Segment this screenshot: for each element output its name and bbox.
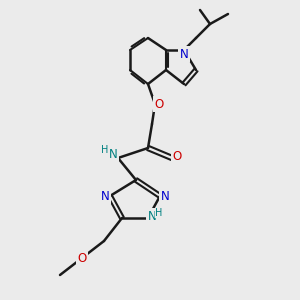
Text: N: N xyxy=(148,209,156,223)
Text: N: N xyxy=(100,190,109,202)
Text: N: N xyxy=(109,148,117,161)
Text: H: H xyxy=(101,145,109,155)
Text: O: O xyxy=(154,98,164,110)
Text: O: O xyxy=(172,151,182,164)
Text: H: H xyxy=(155,208,163,218)
Text: O: O xyxy=(77,251,87,265)
Text: N: N xyxy=(180,47,188,61)
Text: N: N xyxy=(160,190,169,202)
